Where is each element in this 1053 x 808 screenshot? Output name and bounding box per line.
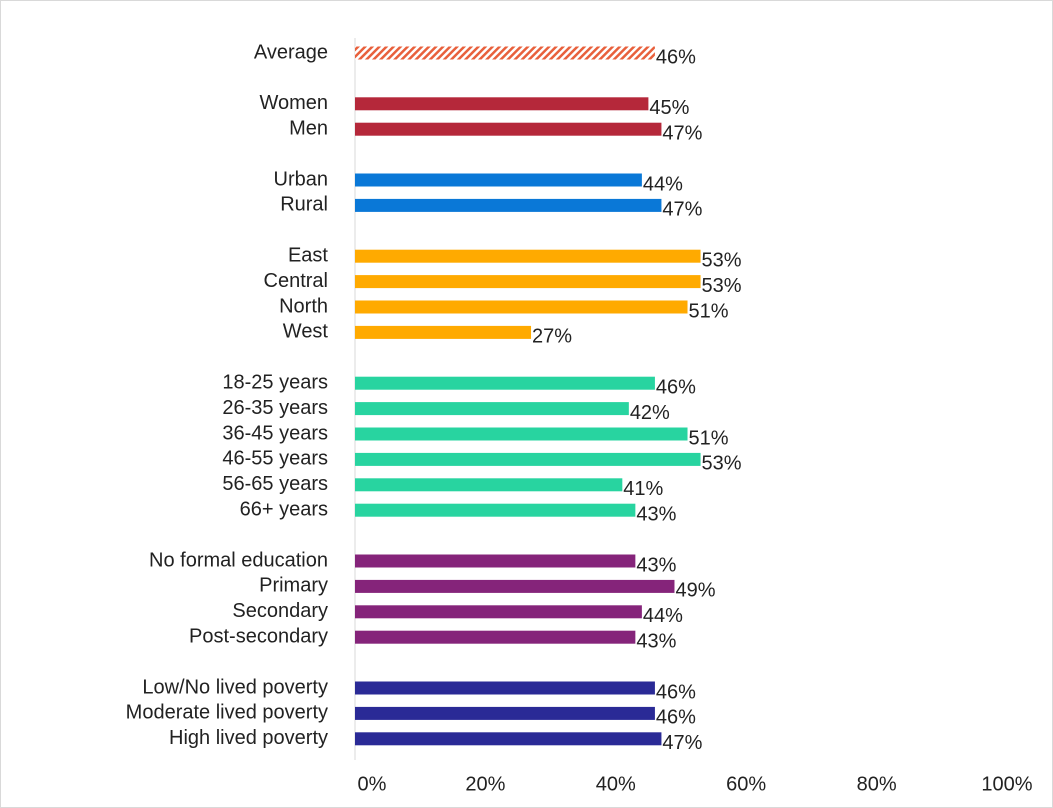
bar (355, 732, 662, 746)
value-label: 47% (662, 732, 702, 754)
bar (355, 46, 655, 60)
x-tick-label: 40% (596, 773, 636, 795)
category-label: Primary (259, 575, 328, 597)
bar (355, 605, 642, 619)
category-label: Low/No lived poverty (142, 676, 328, 698)
bar (355, 97, 649, 111)
value-label: 46% (656, 376, 696, 398)
category-label: Women (259, 92, 328, 114)
bar (355, 122, 662, 136)
value-label: 46% (656, 681, 696, 703)
category-label: 18-25 years (222, 371, 328, 393)
bar (355, 402, 629, 416)
category-label: East (288, 244, 328, 266)
bar (355, 300, 688, 314)
category-label: North (279, 295, 328, 317)
category-label: No formal education (149, 549, 328, 571)
category-label: Urban (274, 168, 328, 190)
value-label: 27% (532, 326, 572, 348)
value-label: 53% (702, 453, 742, 475)
category-label: Average (254, 41, 328, 63)
value-label: 49% (675, 580, 715, 602)
bar (355, 427, 688, 441)
value-label: 51% (689, 300, 729, 322)
value-label: 44% (643, 173, 683, 195)
x-tick-label: 100% (981, 773, 1032, 795)
category-label: 26-35 years (222, 397, 328, 419)
bar (355, 706, 655, 720)
value-label: 44% (643, 605, 683, 627)
value-label: 47% (662, 122, 702, 144)
value-label: 46% (656, 707, 696, 729)
category-label: 36-45 years (222, 422, 328, 444)
value-label: 46% (656, 46, 696, 68)
x-tick-label: 20% (465, 773, 505, 795)
bar (355, 275, 701, 289)
value-label: 47% (662, 199, 702, 221)
value-label: 41% (623, 478, 663, 500)
value-label: 53% (702, 275, 742, 297)
bar (355, 249, 701, 263)
value-label: 53% (702, 249, 742, 271)
bar (355, 452, 701, 466)
bar (355, 503, 636, 517)
bar (355, 579, 675, 593)
category-label: Secondary (232, 600, 328, 622)
bar (355, 325, 532, 339)
category-label: Rural (280, 194, 328, 216)
bar (355, 198, 662, 212)
bar (355, 478, 623, 492)
category-label: Post-secondary (189, 625, 328, 647)
bar (355, 681, 655, 695)
category-label: 46-55 years (222, 448, 328, 470)
value-label: 43% (636, 554, 676, 576)
category-label: High lived poverty (169, 727, 328, 749)
bar (355, 173, 642, 187)
category-label: Central (264, 270, 328, 292)
value-label: 42% (630, 402, 670, 424)
category-label: 66+ years (240, 498, 328, 520)
category-label: Moderate lived poverty (126, 702, 328, 724)
x-tick-label: 60% (726, 773, 766, 795)
value-label: 43% (636, 630, 676, 652)
value-label: 45% (649, 97, 689, 119)
value-label: 43% (636, 503, 676, 525)
x-tick-label: 0% (358, 773, 387, 795)
category-label: 56-65 years (222, 473, 328, 495)
category-label: Men (289, 117, 328, 139)
value-label: 51% (689, 427, 729, 449)
bar (355, 630, 636, 644)
bar (355, 554, 636, 568)
x-tick-label: 80% (857, 773, 897, 795)
bar (355, 376, 655, 390)
category-label: West (283, 321, 329, 343)
